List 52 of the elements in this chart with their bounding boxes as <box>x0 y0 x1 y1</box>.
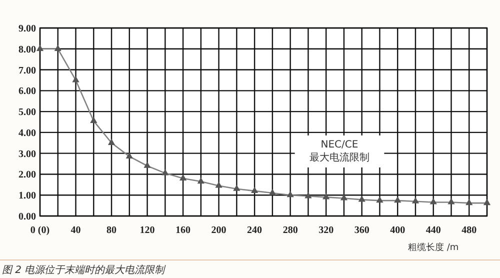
point <box>197 177 204 184</box>
y-tick-label: 4.00 <box>18 128 36 139</box>
point <box>54 44 62 51</box>
x-tick-label: 360 <box>354 225 370 236</box>
point <box>144 162 151 168</box>
point <box>162 169 169 176</box>
x-tick-label: 400 <box>390 225 406 236</box>
y-tick-label: 0.00 <box>18 212 36 222</box>
x-tick-label: 440 <box>426 225 441 236</box>
point <box>90 116 98 124</box>
x-tick-label: 120 <box>140 225 155 236</box>
point <box>430 198 437 204</box>
y-tick-label: 7.00 <box>18 65 36 76</box>
y-tick-label: 5.00 <box>18 107 36 118</box>
x-tick-label: 160 <box>176 225 191 236</box>
y-tick-label: 2.00 <box>18 170 36 181</box>
point <box>233 184 240 191</box>
point <box>358 196 366 202</box>
x-tick-label: 0 (0) <box>30 225 50 236</box>
y-tick-label: 6.00 <box>18 86 36 98</box>
point <box>304 192 312 198</box>
point <box>126 152 133 159</box>
point <box>108 138 116 145</box>
point <box>179 174 187 180</box>
point <box>286 190 294 198</box>
y-tick-label: 9.00 <box>18 24 36 34</box>
point <box>394 196 402 203</box>
point <box>322 193 330 200</box>
annotation: NEC/CE 最大电流限制 <box>309 139 370 164</box>
x-tick-label: 200 <box>211 225 226 236</box>
point <box>215 182 222 188</box>
point <box>466 198 473 206</box>
point <box>448 198 455 204</box>
point <box>376 196 384 203</box>
x-tick-label: 80 <box>106 225 117 236</box>
x-tick-label: 480 <box>462 225 477 236</box>
point <box>250 186 258 193</box>
point <box>36 44 44 51</box>
point <box>72 76 80 82</box>
text: 图 2 电源位于末端时的最大电流限制 <box>2 264 167 276</box>
y-tick-label: 8.00 <box>18 44 36 56</box>
point <box>412 197 420 204</box>
x-tick-label: 320 <box>318 225 334 236</box>
point <box>340 194 348 200</box>
point <box>483 198 491 206</box>
y-tick-label: 3.00 <box>18 148 36 160</box>
x-tick-label: 40 <box>70 225 81 236</box>
x-tick-label: 240 <box>247 225 262 236</box>
x-axis-title: 粗缆长度 /m <box>408 242 459 253</box>
y-tick-label: 1.00 <box>18 190 36 202</box>
point <box>268 188 276 196</box>
x-tick-label: 280 <box>282 225 298 236</box>
